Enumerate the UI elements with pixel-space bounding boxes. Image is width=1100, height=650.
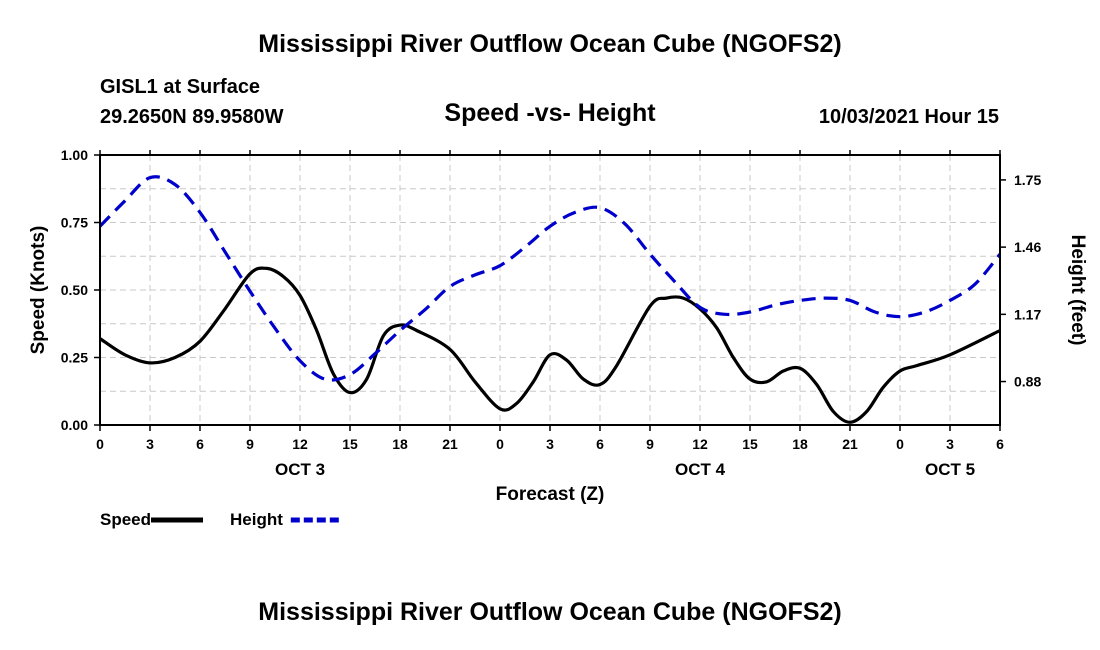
x-tick-label: 12 bbox=[692, 436, 708, 452]
day-label: OCT 3 bbox=[275, 460, 325, 479]
x-tick-label: 15 bbox=[742, 436, 758, 452]
y2-axis-label: Height (feet) bbox=[1067, 235, 1088, 346]
axes: 0 3 6 9 12 15 18 21 0 3 6 9 12 15 18 21 0 3 6 OCT 3 OCT 4 OCT… bbox=[61, 147, 1042, 479]
y-tick-label: 0.25 bbox=[61, 350, 88, 366]
x-tick-label: 3 bbox=[146, 436, 154, 452]
x-tick-label: 12 bbox=[292, 436, 308, 452]
series-layer bbox=[98, 175, 1002, 424]
grid bbox=[100, 155, 1000, 425]
y-tick-label: 0.00 bbox=[61, 417, 88, 433]
x-axis-label: Forecast (Z) bbox=[496, 484, 605, 505]
chart-title: Mississippi River Outflow Ocean Cube (NG… bbox=[258, 30, 842, 58]
y-axis-label: Speed (Knots) bbox=[28, 226, 49, 355]
x-tick-label: 9 bbox=[646, 436, 654, 452]
y-tick-label: 0.75 bbox=[61, 215, 88, 231]
x-tick-label: 21 bbox=[442, 436, 458, 452]
x-tick-label: 15 bbox=[342, 436, 358, 452]
station-coordinates: 29.2650N 89.9580W bbox=[100, 106, 284, 128]
chart-subtitle: Speed -vs- Height bbox=[444, 99, 656, 127]
x-tick-label: 21 bbox=[842, 436, 858, 452]
legend-label-speed: Speed bbox=[100, 510, 151, 529]
footer-title: Mississippi River Outflow Ocean Cube (NG… bbox=[258, 598, 842, 626]
y2-tick-label: 1.75 bbox=[1014, 172, 1041, 188]
y2-tick-label: 1.17 bbox=[1014, 306, 1041, 322]
y2-tick-label: 0.88 bbox=[1014, 374, 1041, 390]
x-tick-label: 0 bbox=[896, 436, 904, 452]
legend-label-height: Height bbox=[230, 510, 283, 529]
forecast-datetime: 10/03/2021 Hour 15 bbox=[818, 106, 999, 128]
day-label: OCT 5 bbox=[925, 460, 975, 479]
y-tick-label: 0.50 bbox=[61, 282, 88, 298]
x-tick-label: 9 bbox=[246, 436, 254, 452]
y-tick-label: 1.00 bbox=[61, 147, 88, 163]
series-line-speed bbox=[99, 266, 1001, 424]
series-line-height bbox=[98, 175, 1002, 382]
day-label: OCT 4 bbox=[675, 460, 726, 479]
x-tick-label: 0 bbox=[96, 436, 104, 452]
x-tick-label: 3 bbox=[546, 436, 554, 452]
x-tick-label: 18 bbox=[792, 436, 808, 452]
x-tick-label: 3 bbox=[946, 436, 954, 452]
x-tick-label: 0 bbox=[496, 436, 504, 452]
y2-tick-label: 1.46 bbox=[1014, 239, 1041, 255]
x-tick-label: 6 bbox=[996, 436, 1004, 452]
x-tick-label: 6 bbox=[196, 436, 204, 452]
x-tick-label: 6 bbox=[596, 436, 604, 452]
x-tick-label: 18 bbox=[392, 436, 408, 452]
legend: Speed Height bbox=[100, 510, 343, 529]
station-label: GISL1 at Surface bbox=[100, 76, 261, 98]
